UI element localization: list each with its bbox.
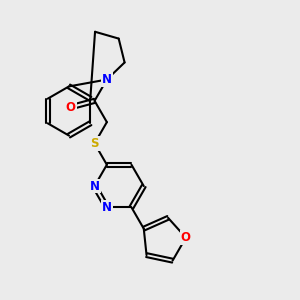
Text: N: N — [90, 180, 100, 193]
Text: N: N — [102, 201, 112, 214]
Text: O: O — [66, 101, 76, 114]
Text: S: S — [90, 137, 99, 150]
Text: N: N — [102, 73, 112, 86]
Text: O: O — [181, 231, 191, 244]
